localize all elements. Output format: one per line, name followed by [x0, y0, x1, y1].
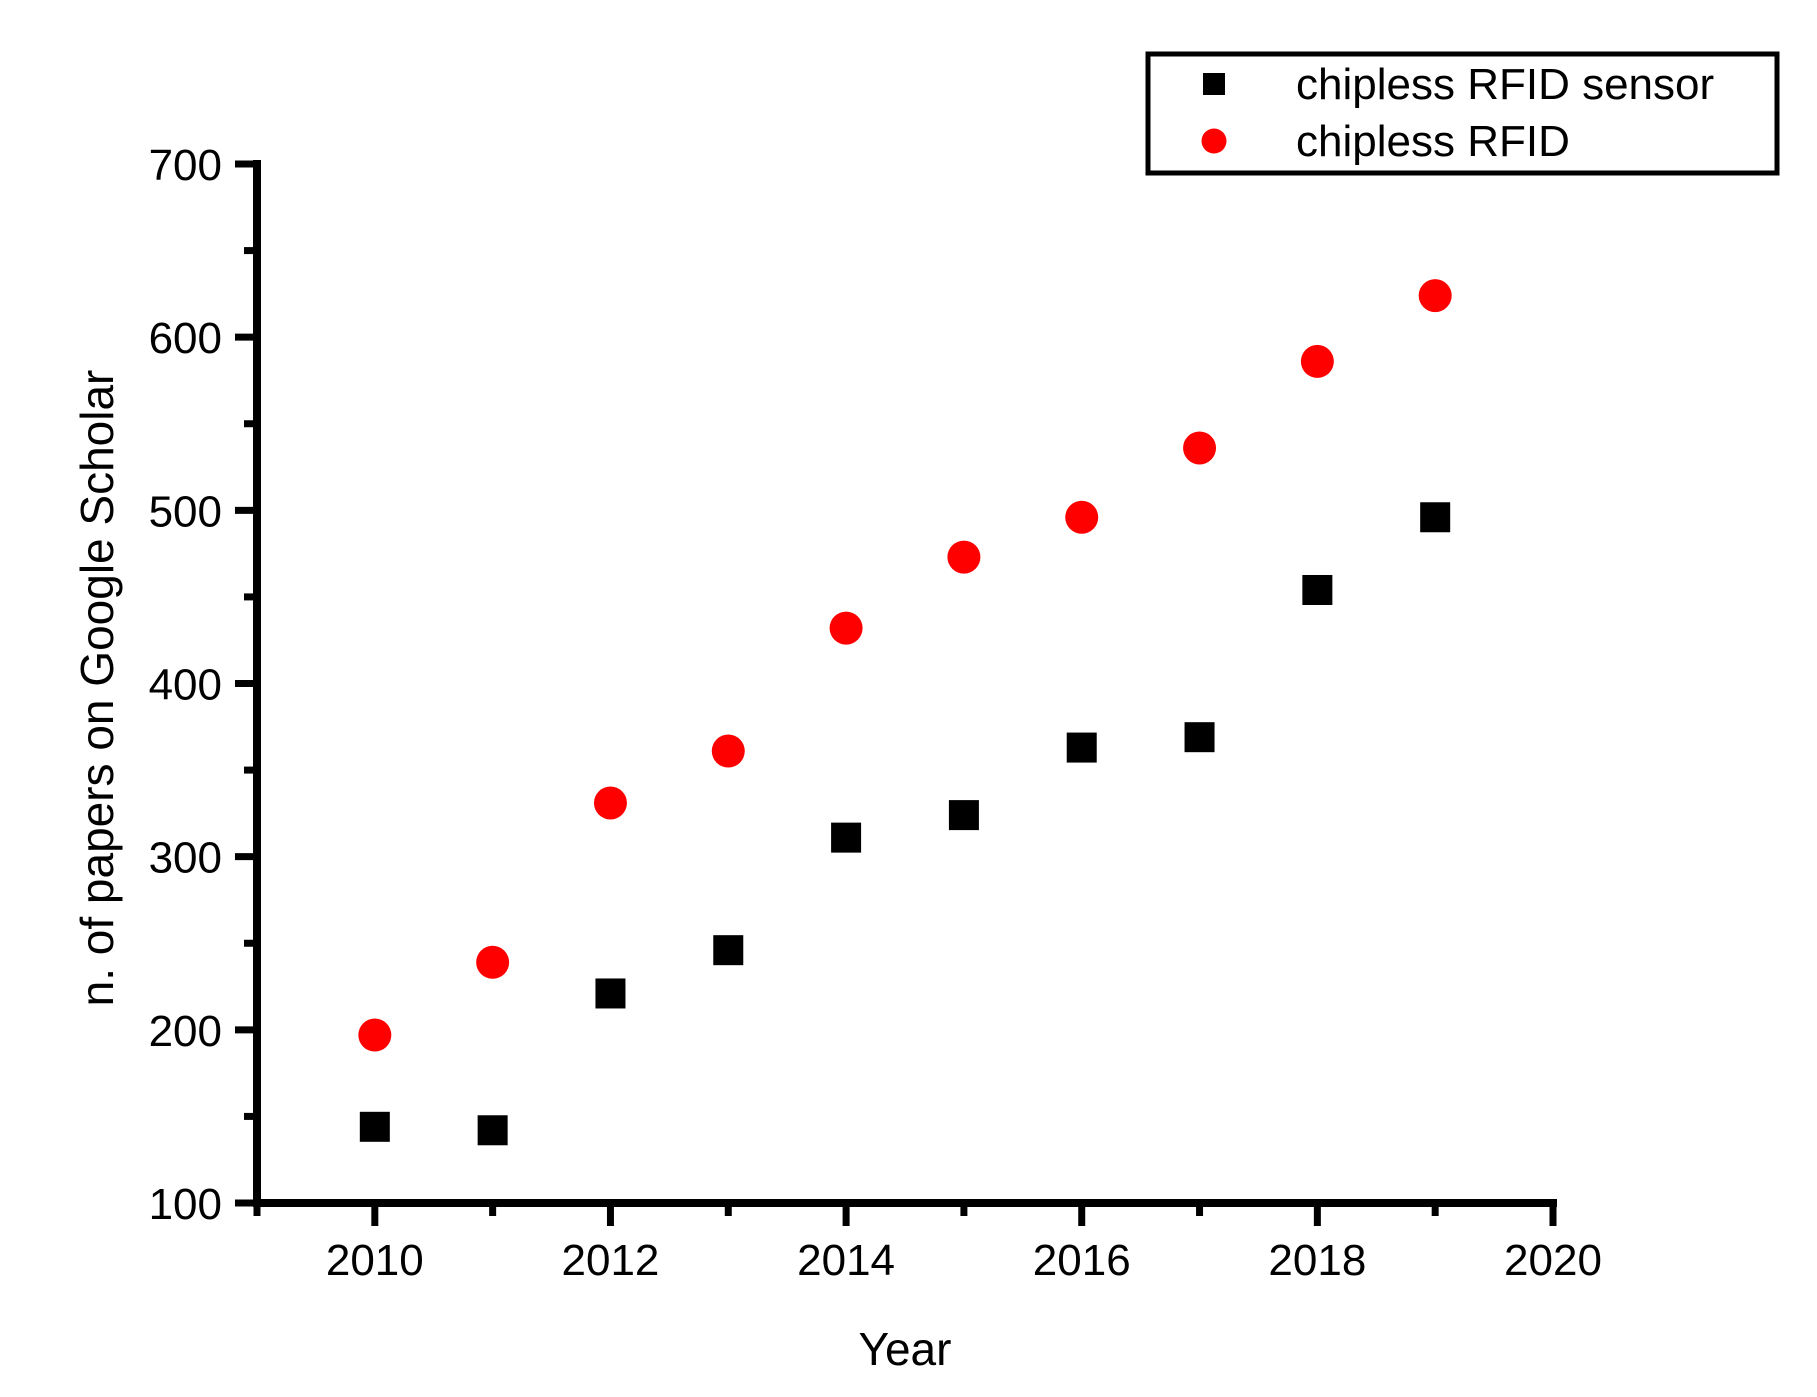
data-point-chipless-rfid-sensor-2011: [477, 1115, 508, 1146]
y-tick-label-200: 200: [149, 1007, 222, 1056]
legend-marker-circle: [1201, 128, 1227, 154]
x-tick-label-2012: 2012: [562, 1236, 660, 1285]
y-tick-label-500: 500: [149, 487, 222, 536]
y-tick-label-600: 600: [149, 314, 222, 363]
data-point-chipless-rfid-2016: [1065, 500, 1099, 534]
x-tick-label-2018: 2018: [1268, 1236, 1366, 1285]
data-point-chipless-rfid-sensor-2013: [713, 935, 744, 966]
data-point-chipless-rfid-2013: [711, 734, 745, 768]
legend: chipless RFID sensor chipless RFID: [1145, 51, 1780, 176]
legend-marker-square: [1203, 73, 1225, 95]
data-point-chipless-rfid-2019: [1418, 279, 1452, 313]
y-tick-label-100: 100: [149, 1180, 222, 1229]
data-point-chipless-rfid-2011: [476, 945, 510, 979]
data-point-chipless-rfid-2010: [358, 1018, 392, 1052]
data-point-chipless-rfid-sensor-2019: [1420, 502, 1451, 533]
data-point-chipless-rfid-sensor-2016: [1066, 732, 1097, 763]
y-tick-label-700: 700: [149, 141, 222, 190]
x-tick-label-2014: 2014: [797, 1236, 895, 1285]
data-point-chipless-rfid-2017: [1183, 431, 1217, 465]
y-tick-label-400: 400: [149, 661, 222, 710]
data-point-chipless-rfid-2015: [947, 540, 981, 574]
data-points: [358, 279, 1452, 1146]
data-point-chipless-rfid-sensor-2017: [1184, 722, 1215, 753]
legend-box: [1145, 51, 1780, 176]
data-point-chipless-rfid-sensor-2015: [948, 800, 979, 831]
y-axis-ticks: 100 200 300 400 500 600 700: [149, 141, 257, 1229]
data-point-chipless-rfid-sensor-2010: [359, 1111, 390, 1142]
data-point-chipless-rfid-2014: [829, 611, 863, 645]
data-point-chipless-rfid-sensor-2012: [595, 978, 626, 1009]
legend-label-rfid: chipless RFID: [1296, 117, 1570, 166]
y-tick-label-300: 300: [149, 834, 222, 883]
y-axis-title: n. of papers on Google Scholar: [71, 370, 123, 1007]
x-axis-title: Year: [859, 1323, 952, 1375]
x-tick-label-2020: 2020: [1504, 1236, 1602, 1285]
data-point-chipless-rfid-sensor-2018: [1302, 574, 1333, 605]
x-tick-label-2010: 2010: [326, 1236, 424, 1285]
data-point-chipless-rfid-2018: [1300, 344, 1334, 378]
x-tick-label-2016: 2016: [1033, 1236, 1131, 1285]
data-point-chipless-rfid-2012: [593, 786, 627, 820]
x-axis-ticks: 2010 2012 2014 2016 2018 2020: [253, 1203, 1602, 1285]
legend-label-sensor: chipless RFID sensor: [1296, 60, 1714, 109]
data-point-chipless-rfid-sensor-2014: [831, 822, 862, 853]
